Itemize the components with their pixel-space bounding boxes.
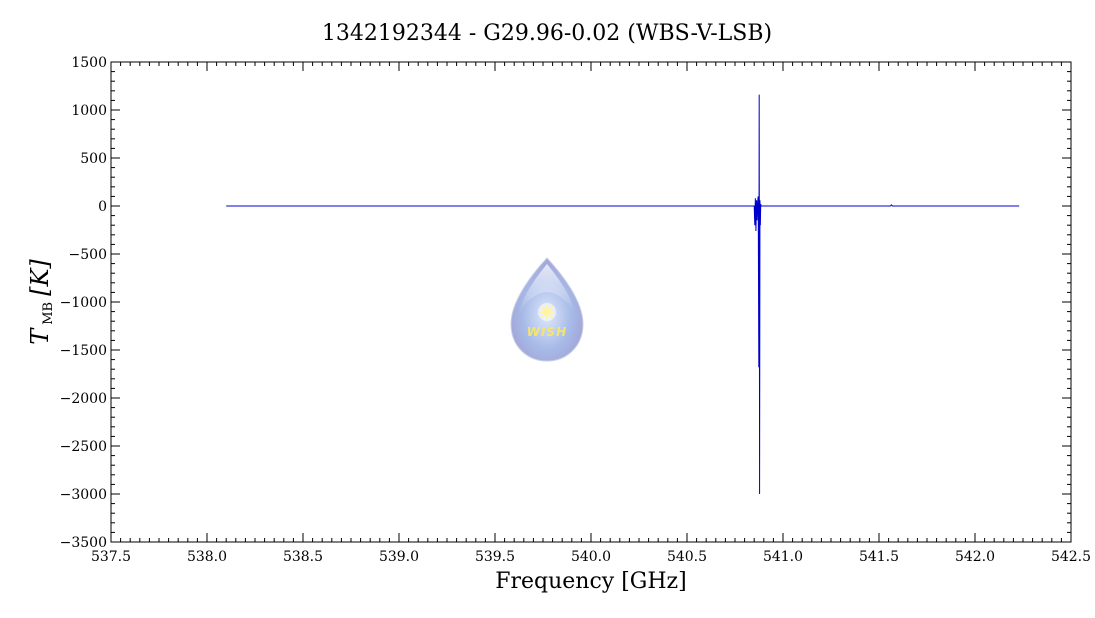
y-tick-label: −3000	[60, 487, 107, 503]
x-tick-label: 538.5	[283, 549, 323, 565]
x-tick-label: 542.5	[1051, 549, 1091, 565]
x-tick-label: 537.5	[91, 549, 131, 565]
y-tick-label: 1500	[71, 55, 107, 71]
x-tick-label: 541.0	[763, 549, 803, 565]
x-tick-label: 541.5	[859, 549, 899, 565]
y-tick-label: 1000	[71, 103, 107, 119]
y-axis-label-sub: MB	[41, 302, 56, 325]
plot-frame	[110, 61, 1072, 543]
x-tick-labels: 537.5 538.0 538.5 539.0 539.5 540.0 540.5 541.0…	[91, 549, 1091, 565]
x-axis-label: Frequency [GHz]	[495, 569, 687, 594]
y-tick-labels: −3500 −3000 −2500 −2000 −1500 −1000 −500 0 500 10…	[60, 55, 107, 551]
y-tick-label: −500	[69, 247, 107, 263]
chart-title: 1342192344 - G29.96-0.02 (WBS-V-LSB)	[322, 21, 772, 46]
y-tick-label: 500	[80, 151, 107, 167]
star-icon	[538, 303, 556, 321]
svg-text:TMB[K]: T MB [K]	[26, 259, 56, 345]
y-axis-label-unit: [K]	[26, 259, 54, 296]
y-tick-label: −2000	[60, 391, 107, 407]
y-tick-label: −1000	[60, 295, 107, 311]
x-tick-label: 539.0	[379, 549, 419, 565]
x-tick-label: 538.0	[187, 549, 227, 565]
x-tick-label: 542.0	[955, 549, 995, 565]
wish-logo: WISH	[510, 257, 584, 362]
spectrum-line	[226, 94, 1020, 495]
y-axis-label-main: T	[26, 327, 54, 345]
y-tick-label: −3500	[60, 535, 107, 551]
logo-text: WISH	[527, 325, 567, 339]
axis-ticks	[110, 61, 1072, 543]
y-tick-label: −1500	[60, 343, 107, 359]
x-tick-label: 539.5	[475, 549, 515, 565]
x-tick-label: 540.0	[571, 549, 611, 565]
y-axis-label: T MB [K]	[26, 259, 56, 345]
y-tick-label: 0	[98, 199, 107, 215]
x-tick-label: 540.5	[667, 549, 707, 565]
y-tick-label: −2500	[60, 439, 107, 455]
